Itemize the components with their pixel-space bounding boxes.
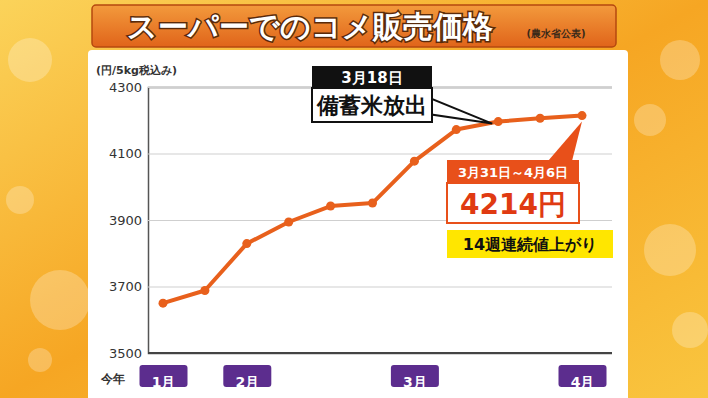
y-tick: 4100 (109, 146, 612, 161)
callout-box (447, 230, 613, 258)
marker (536, 114, 545, 123)
y-axis-title: (円/5kg税込み) (96, 64, 177, 77)
marker (284, 217, 293, 226)
annotation-text: 備蓄米放出 (316, 93, 427, 118)
x-axis-line (148, 352, 612, 354)
callout-box (312, 88, 432, 122)
x-tick-label: 4月 (571, 374, 595, 390)
y-tick-label: 3900 (109, 213, 142, 228)
callout-pointer (548, 122, 582, 161)
grid-line (148, 353, 612, 354)
callout-box (447, 160, 579, 183)
annotation-note: 14週連続値上がり (463, 235, 597, 254)
annotation-date: 3月31日～4月6日 (458, 165, 568, 180)
callout-box (447, 183, 579, 223)
title: スーパーでのコメ販売価格 (127, 9, 493, 44)
y-tick-label: 3500 (109, 346, 142, 361)
marker (578, 111, 587, 120)
grid-line (148, 154, 612, 155)
marker (494, 117, 503, 126)
x-axis-title: 今年 (100, 372, 125, 386)
y-tick-label: 3700 (109, 279, 142, 294)
bokeh (28, 348, 52, 372)
marker (368, 199, 377, 208)
y-axis-line (149, 88, 613, 354)
bokeh (644, 224, 696, 276)
plot-marks (159, 111, 587, 308)
y-tick-label: 4300 (109, 80, 142, 95)
x-tick: 4月 (559, 353, 607, 390)
x-tick: 1月 (140, 353, 188, 390)
y-tick-label: 4100 (109, 146, 142, 161)
bokeh (634, 104, 666, 136)
marker (326, 202, 335, 211)
grid-line (148, 287, 612, 288)
callout-box (312, 66, 432, 88)
marker (242, 239, 251, 248)
chart: スーパーでのコメ販売価格 (農水省公表) (円/5kg税込み) 3500 3700 390… (0, 0, 708, 398)
y-tick: 3700 (109, 279, 612, 294)
bokeh (8, 38, 52, 82)
x-tick-label: 3月 (403, 374, 427, 390)
marker (410, 157, 419, 166)
marker (452, 125, 461, 134)
bokeh (672, 312, 708, 348)
y-tick: 3500 (109, 346, 612, 361)
x-tick-label: 1月 (152, 374, 176, 390)
bokeh (660, 40, 700, 80)
marker (159, 299, 168, 308)
x-axis: 1月 2月 3月 4月 (140, 353, 613, 390)
bokeh (6, 186, 34, 214)
x-tick: 3月 (391, 353, 439, 390)
line (163, 116, 582, 304)
bokeh (30, 270, 90, 330)
panel (88, 50, 628, 398)
subtitle: (農水省公表) (526, 28, 585, 39)
marker (200, 286, 209, 295)
y-axis: 3500 3700 3900 4100 4300 (109, 80, 612, 361)
title-bar (92, 5, 616, 47)
annotation-date: 3月18日 (341, 69, 402, 87)
x-tick-label: 2月 (235, 374, 259, 390)
x-tick: 2月 (223, 353, 271, 390)
annotation-text: 4214円 (460, 188, 566, 221)
